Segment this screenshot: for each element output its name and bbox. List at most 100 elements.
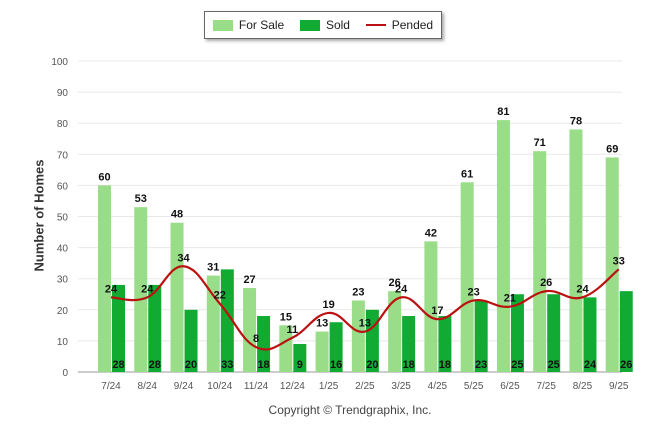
y-tick-label: 10 bbox=[57, 337, 69, 348]
sold-value-label: 9 bbox=[297, 359, 303, 371]
sold-value-label: 16 bbox=[330, 359, 342, 371]
x-tick-label: 9/25 bbox=[609, 381, 629, 392]
sold-value-label: 33 bbox=[221, 359, 233, 371]
pended-line bbox=[110, 265, 620, 351]
pended-value-label: 17 bbox=[431, 305, 443, 317]
sold-value-label: 18 bbox=[439, 359, 451, 371]
legend-item-pended[interactable]: Pended bbox=[365, 18, 434, 32]
legend-label-pended: Pended bbox=[391, 18, 434, 32]
pended-value-label: 34 bbox=[177, 252, 190, 264]
for-sale-value-label: 27 bbox=[243, 274, 255, 286]
for-sale-value-label: 69 bbox=[606, 143, 618, 155]
for-sale-bar bbox=[279, 325, 293, 372]
sold-bar bbox=[547, 294, 561, 372]
x-tick-label: 3/25 bbox=[391, 381, 411, 392]
pended-value-label: 33 bbox=[613, 255, 625, 267]
pended-value-label: 13 bbox=[359, 318, 371, 330]
legend-item-sold[interactable]: Sold bbox=[299, 18, 350, 32]
y-tick-label: 30 bbox=[57, 275, 69, 286]
legend-item-for-sale[interactable]: For Sale bbox=[212, 18, 285, 32]
pended-value-label: 11 bbox=[287, 324, 299, 336]
x-tick-label: 7/24 bbox=[101, 381, 121, 392]
sold-value-label: 28 bbox=[112, 359, 124, 371]
legend: For Sale Sold Pended bbox=[204, 11, 442, 39]
y-tick-label: 20 bbox=[57, 306, 69, 317]
pended-value-label: 8 bbox=[253, 333, 259, 345]
y-tick-label: 40 bbox=[57, 244, 69, 255]
for-sale-value-label: 15 bbox=[280, 311, 292, 323]
x-tick-label: 1/25 bbox=[319, 381, 339, 392]
for-sale-value-label: 23 bbox=[352, 286, 364, 298]
pended-swatch bbox=[365, 24, 386, 26]
for-sale-value-label: 26 bbox=[389, 277, 401, 289]
for-sale-bar bbox=[605, 157, 619, 372]
for-sale-value-label: 60 bbox=[98, 171, 110, 183]
copyright-footer: Copyright © Trendgraphix, Inc. bbox=[268, 403, 432, 417]
sold-bar bbox=[583, 297, 597, 372]
sold-value-label: 20 bbox=[185, 359, 197, 371]
sold-value-label: 26 bbox=[620, 359, 632, 371]
x-tick-label: 8/25 bbox=[573, 381, 593, 392]
pended-value-label: 19 bbox=[322, 299, 334, 311]
y-tick-label: 90 bbox=[57, 88, 69, 99]
y-tick-label: 50 bbox=[57, 213, 69, 224]
y-tick-label: 100 bbox=[51, 57, 68, 68]
for-sale-swatch bbox=[212, 19, 233, 31]
for-sale-value-label: 31 bbox=[207, 262, 219, 274]
for-sale-value-label: 78 bbox=[570, 115, 582, 127]
for-sale-value-label: 13 bbox=[316, 318, 328, 330]
for-sale-bar bbox=[315, 331, 329, 372]
legend-label-sold: Sold bbox=[325, 18, 350, 32]
for-sale-bar bbox=[460, 182, 474, 372]
pended-value-label: 23 bbox=[468, 286, 480, 298]
for-sale-bar bbox=[170, 222, 184, 372]
x-tick-label: 10/24 bbox=[207, 381, 232, 392]
pended-value-label: 24 bbox=[576, 283, 589, 295]
sold-value-label: 18 bbox=[403, 359, 415, 371]
for-sale-bar bbox=[569, 129, 583, 372]
for-sale-value-label: 81 bbox=[497, 106, 509, 118]
y-axis-label: Number of Homes bbox=[31, 159, 47, 272]
sold-bar bbox=[402, 316, 416, 372]
sold-bar bbox=[184, 309, 198, 372]
sold-bar bbox=[474, 300, 488, 372]
sold-bar bbox=[438, 316, 452, 372]
y-tick-label: 80 bbox=[57, 119, 69, 130]
for-sale-bar bbox=[351, 300, 365, 372]
sold-value-label: 25 bbox=[511, 359, 523, 371]
for-sale-bar bbox=[388, 291, 402, 372]
sold-value-label: 28 bbox=[149, 359, 161, 371]
x-tick-label: 9/24 bbox=[174, 381, 194, 392]
pended-value-label: 24 bbox=[141, 283, 154, 295]
pended-value-label: 22 bbox=[214, 290, 226, 302]
sold-swatch bbox=[299, 19, 320, 31]
sold-value-label: 20 bbox=[366, 359, 378, 371]
for-sale-value-label: 48 bbox=[171, 209, 183, 221]
for-sale-bar bbox=[243, 288, 257, 372]
x-tick-label: 5/25 bbox=[464, 381, 484, 392]
y-tick-label: 0 bbox=[62, 368, 68, 379]
x-tick-label: 7/25 bbox=[536, 381, 556, 392]
for-sale-bar bbox=[98, 185, 111, 372]
y-tick-label: 60 bbox=[57, 181, 69, 192]
x-tick-label: 8/24 bbox=[138, 381, 158, 392]
pended-value-label: 24 bbox=[105, 283, 118, 295]
y-tick-label: 70 bbox=[57, 150, 69, 161]
sold-value-label: 23 bbox=[475, 359, 487, 371]
sold-bar bbox=[619, 291, 633, 372]
pended-value-label: 24 bbox=[395, 283, 408, 295]
for-sale-value-label: 42 bbox=[425, 227, 437, 239]
for-sale-value-label: 61 bbox=[461, 168, 473, 180]
for-sale-bar bbox=[424, 241, 438, 372]
x-tick-label: 11/24 bbox=[244, 381, 269, 392]
for-sale-bar bbox=[134, 207, 148, 372]
for-sale-bar bbox=[496, 120, 510, 372]
sold-bar bbox=[329, 322, 343, 372]
sold-bar bbox=[510, 294, 524, 372]
sold-value-label: 25 bbox=[548, 359, 560, 371]
for-sale-bar bbox=[533, 151, 547, 372]
x-tick-label: 4/25 bbox=[428, 381, 448, 392]
legend-label-for-sale: For Sale bbox=[238, 18, 285, 32]
x-tick-label: 12/24 bbox=[280, 381, 305, 392]
